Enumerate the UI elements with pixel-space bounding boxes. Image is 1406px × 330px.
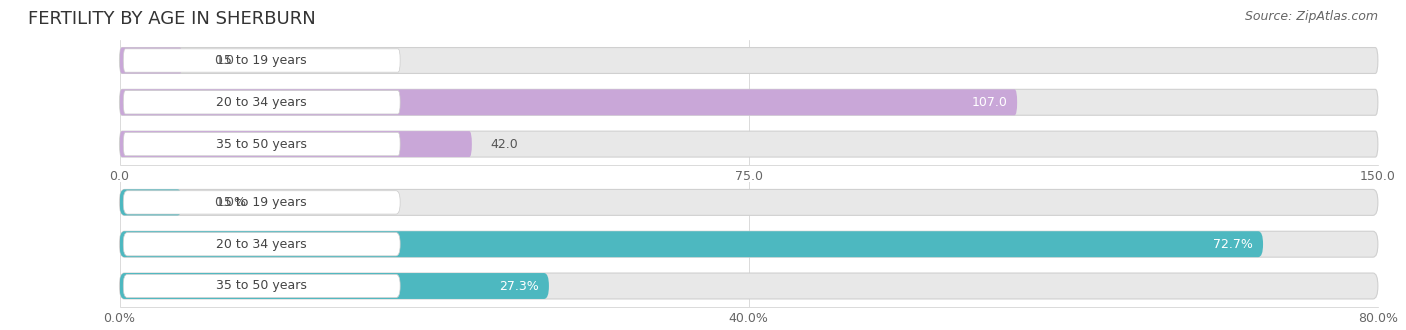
FancyBboxPatch shape bbox=[120, 48, 183, 74]
Text: 15 to 19 years: 15 to 19 years bbox=[217, 196, 307, 209]
FancyBboxPatch shape bbox=[124, 233, 401, 256]
FancyBboxPatch shape bbox=[120, 131, 472, 157]
FancyBboxPatch shape bbox=[120, 48, 1378, 74]
FancyBboxPatch shape bbox=[124, 132, 401, 156]
FancyBboxPatch shape bbox=[120, 273, 1378, 299]
FancyBboxPatch shape bbox=[124, 191, 401, 214]
FancyBboxPatch shape bbox=[120, 189, 1378, 215]
FancyBboxPatch shape bbox=[124, 49, 401, 72]
Text: 0.0: 0.0 bbox=[214, 54, 233, 67]
Text: 0.0%: 0.0% bbox=[214, 196, 246, 209]
Text: Source: ZipAtlas.com: Source: ZipAtlas.com bbox=[1244, 10, 1378, 23]
Text: 107.0: 107.0 bbox=[972, 96, 1007, 109]
FancyBboxPatch shape bbox=[120, 273, 548, 299]
FancyBboxPatch shape bbox=[120, 89, 1017, 115]
Text: 27.3%: 27.3% bbox=[499, 280, 538, 292]
Text: FERTILITY BY AGE IN SHERBURN: FERTILITY BY AGE IN SHERBURN bbox=[28, 10, 316, 28]
FancyBboxPatch shape bbox=[120, 131, 1378, 157]
Text: 72.7%: 72.7% bbox=[1213, 238, 1253, 251]
Text: 15 to 19 years: 15 to 19 years bbox=[217, 54, 307, 67]
FancyBboxPatch shape bbox=[120, 189, 183, 215]
FancyBboxPatch shape bbox=[120, 89, 1378, 115]
FancyBboxPatch shape bbox=[120, 231, 1378, 257]
FancyBboxPatch shape bbox=[124, 274, 401, 298]
Text: 35 to 50 years: 35 to 50 years bbox=[217, 280, 307, 292]
Text: 20 to 34 years: 20 to 34 years bbox=[217, 96, 307, 109]
Text: 42.0: 42.0 bbox=[491, 138, 519, 150]
FancyBboxPatch shape bbox=[120, 231, 1263, 257]
Text: 35 to 50 years: 35 to 50 years bbox=[217, 138, 307, 150]
Text: 20 to 34 years: 20 to 34 years bbox=[217, 238, 307, 251]
FancyBboxPatch shape bbox=[124, 91, 401, 114]
